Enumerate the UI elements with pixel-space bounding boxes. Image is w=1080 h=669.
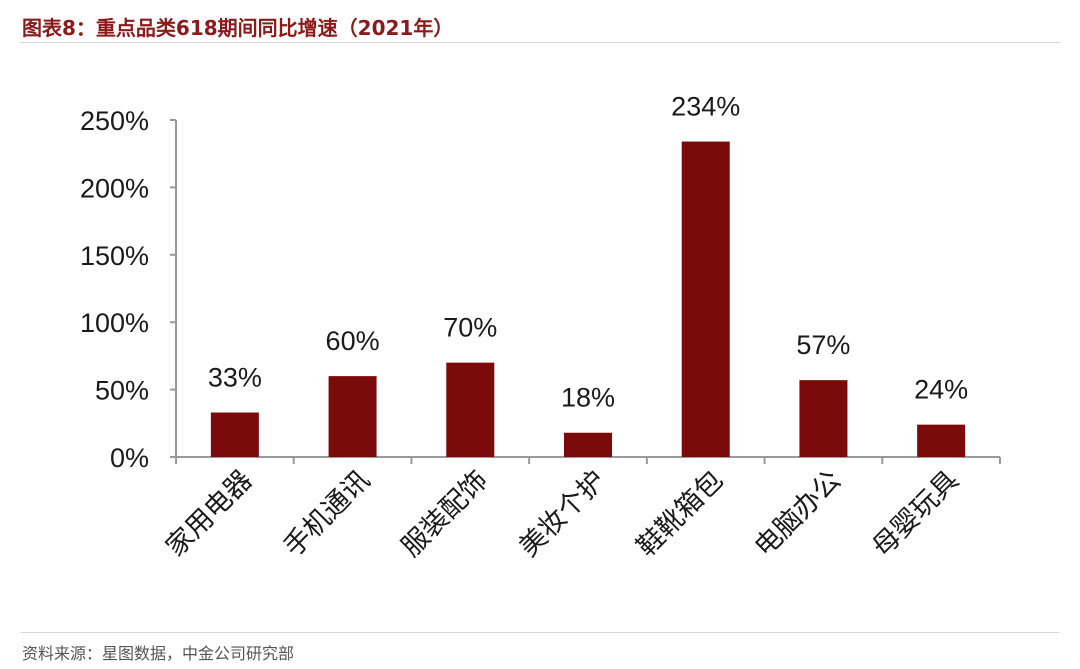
- category-label: 电脑办公: [749, 465, 847, 563]
- bar: [799, 380, 848, 457]
- data-label: 24%: [914, 375, 968, 405]
- bar: [917, 424, 966, 457]
- bar: [446, 362, 495, 457]
- category-label: 美妆个护: [513, 465, 611, 563]
- bar: [681, 141, 730, 457]
- y-tick-label: 150%: [80, 241, 149, 271]
- bar: [328, 376, 377, 457]
- source-note: 资料来源：星图数据，中金公司研究部: [22, 644, 295, 663]
- data-label: 60%: [326, 326, 380, 356]
- bars: [210, 141, 966, 457]
- data-label: 33%: [208, 363, 262, 393]
- data-label: 70%: [443, 313, 497, 343]
- category-label: 手机通讯: [278, 465, 376, 563]
- data-labels: 33% 60% 70% 18% 234% 57% 24%: [208, 92, 968, 413]
- y-tick-label: 200%: [80, 173, 149, 203]
- category-label: 母婴玩具: [866, 465, 964, 563]
- data-label: 57%: [796, 330, 850, 360]
- data-label: 18%: [561, 383, 615, 413]
- category-labels: 家用电器 手机通讯 服装配饰 美妆个护 鞋靴箱包 电脑办公 母婴玩具: [160, 465, 965, 563]
- source-divider: [20, 632, 1060, 633]
- bar-chart: 0% 50% 100% 150% 200% 250% 33% 60% 70% 18% 234% 57…: [80, 92, 1001, 563]
- category-label: 服装配饰: [396, 465, 494, 563]
- y-axis: 0% 50% 100% 150% 200% 250%: [80, 106, 177, 473]
- x-axis: [175, 456, 1001, 464]
- bar: [210, 412, 259, 457]
- chart-title: 图表8：重点品类618期间同比增速（2021年）: [22, 16, 454, 40]
- category-label: 家用电器: [160, 465, 258, 563]
- title-divider: [20, 42, 1060, 43]
- category-label: 鞋靴箱包: [631, 465, 729, 563]
- bar: [564, 432, 612, 457]
- y-tick-label: 0%: [110, 443, 149, 473]
- y-tick-label: 250%: [80, 106, 149, 136]
- y-tick-label: 50%: [95, 376, 149, 406]
- data-label: 234%: [671, 92, 740, 122]
- y-tick-label: 100%: [80, 308, 149, 338]
